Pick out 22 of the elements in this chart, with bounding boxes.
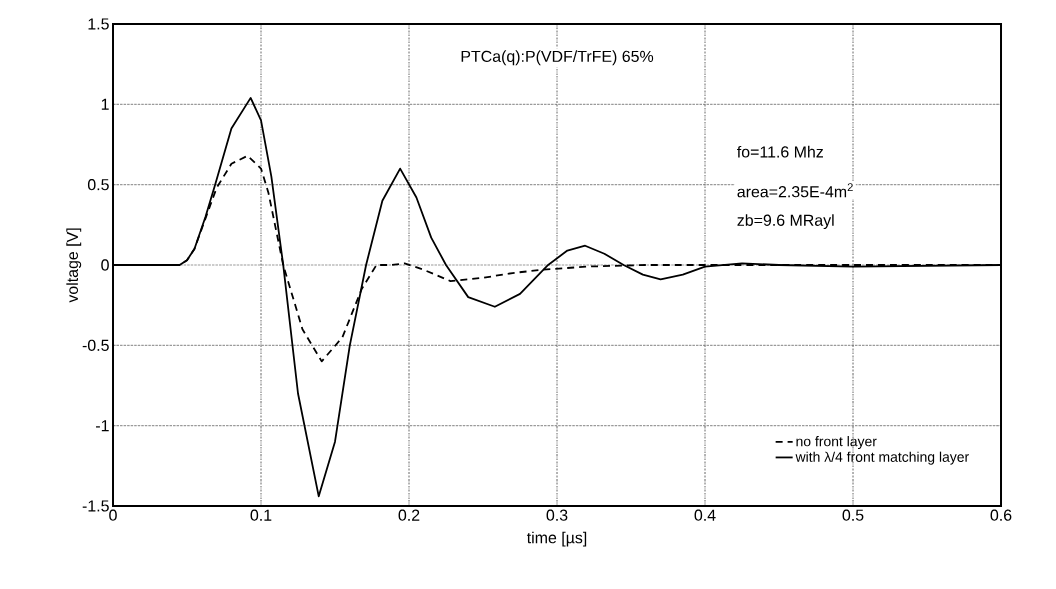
y-tick-label: 0.5 — [87, 179, 109, 191]
y-tick-label: 0 — [101, 259, 109, 271]
x-tick-label: 0.6 — [990, 509, 1012, 521]
annotation: fo=11.6 Mhz — [737, 145, 823, 158]
y-axis-title: voltage [V] — [66, 228, 82, 303]
annotation: PTCa(q):P(VDF/TrFE) 65% — [461, 50, 654, 66]
x-tick-label: 0.1 — [250, 509, 272, 521]
y-tick-label: -0.5 — [82, 339, 109, 351]
legend-label: no front layer — [796, 436, 877, 450]
legend-label: with λ/4 front matching layer — [795, 451, 969, 465]
y-tick-label: 1.5 — [88, 18, 109, 30]
x-tick-label: 0.2 — [398, 509, 420, 521]
y-tick-label: -1.5 — [82, 500, 109, 512]
x-axis-title: time [µs] — [526, 531, 587, 547]
annotation: zb=9.6 MRayl — [737, 214, 834, 230]
x-tick-label: 0.5 — [842, 509, 864, 521]
annotation: area=2.35E-4m$^{2}$ — [737, 183, 853, 198]
x-tick-label: 0.4 — [694, 509, 716, 521]
y-tick-label: 1 — [101, 98, 109, 110]
y-tick-label: -1 — [96, 420, 109, 432]
x-tick-label: 0.3 — [546, 509, 568, 521]
x-tick-label: 0 — [109, 509, 117, 521]
